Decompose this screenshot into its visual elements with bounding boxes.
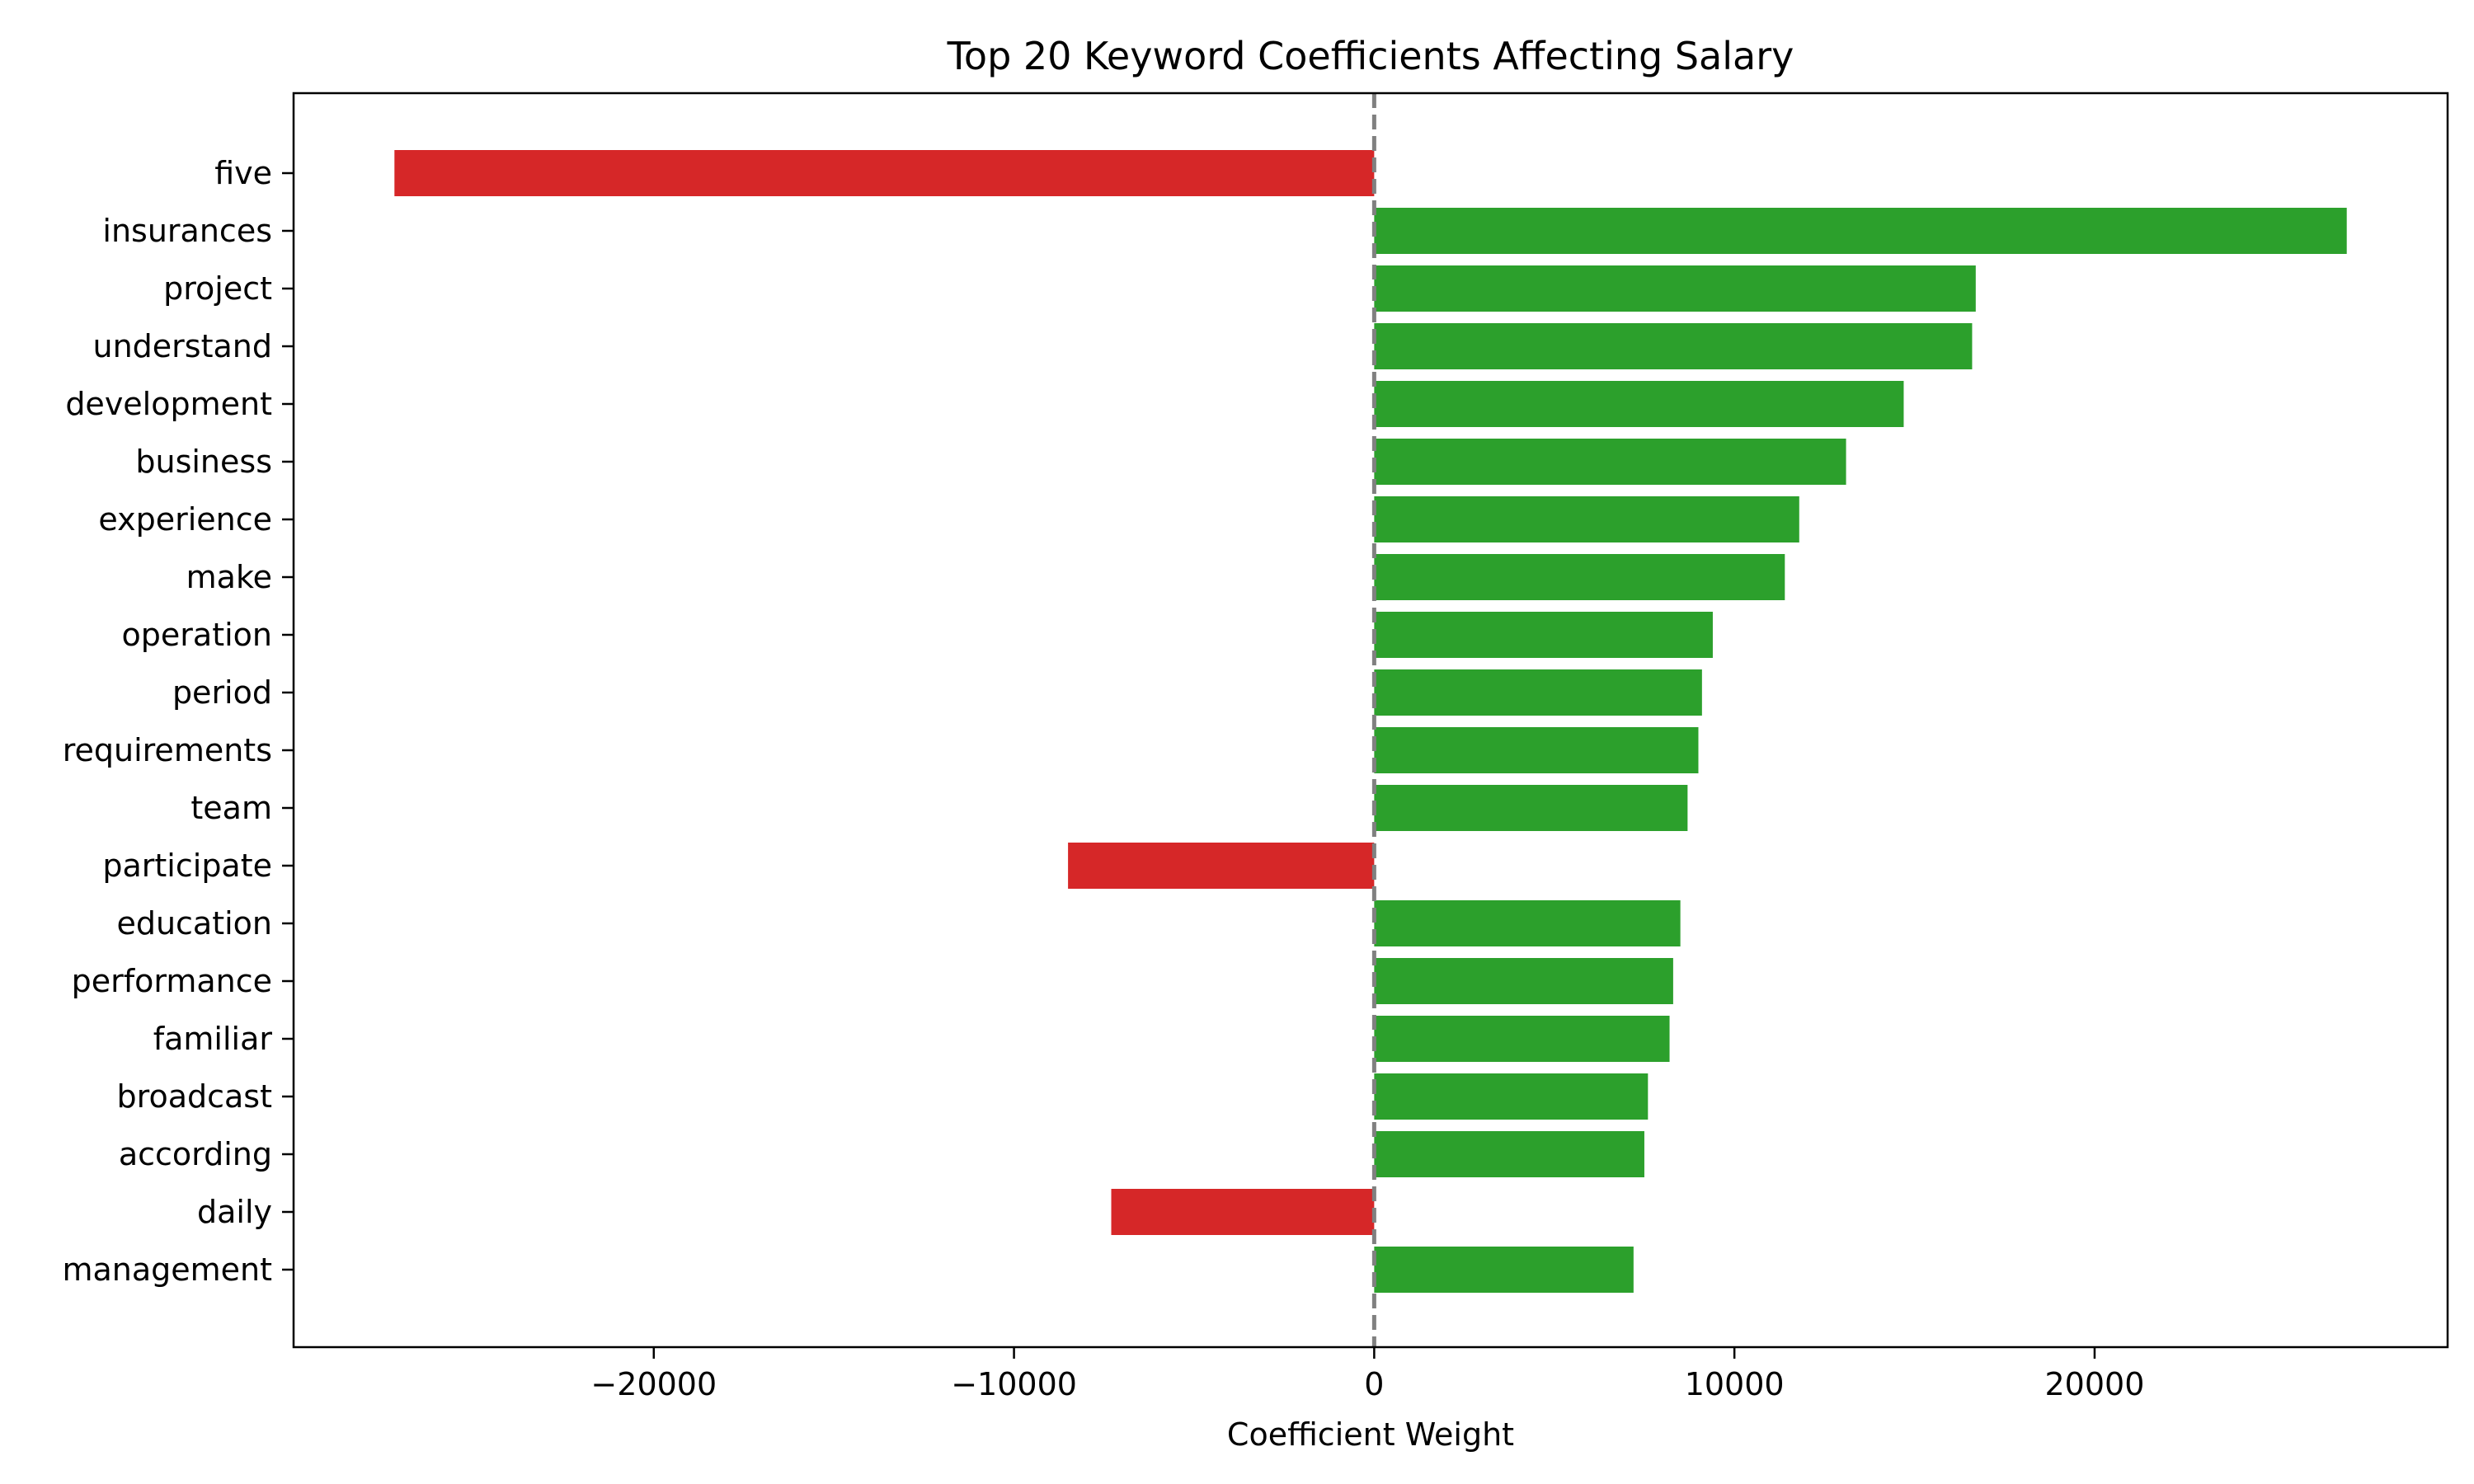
- x-tick-label: 0: [1364, 1366, 1384, 1402]
- y-tick-label: education: [116, 905, 272, 942]
- bar-experience: [1374, 496, 1799, 542]
- bar-insurances: [1374, 208, 2347, 254]
- y-tick-label: operation: [122, 617, 272, 653]
- y-tick-label: development: [65, 386, 272, 422]
- bar-performance: [1374, 958, 1673, 1004]
- bar-project: [1374, 265, 1976, 312]
- y-tick-label: daily: [197, 1194, 272, 1230]
- bar-five: [394, 150, 1375, 196]
- y-tick-label: understand: [93, 328, 272, 364]
- plot-frame: [292, 92, 2449, 1349]
- x-tick-label: 20000: [2045, 1366, 2145, 1402]
- bar-education: [1374, 900, 1681, 946]
- y-axis-ticks: five insurances project understand developme…: [62, 155, 294, 1288]
- bars-group: [394, 150, 2347, 1293]
- y-tick-label: project: [163, 270, 272, 307]
- x-axis-ticks: −20000 −10000 0 10000 20000: [590, 1347, 2144, 1402]
- y-tick-label: management: [62, 1252, 272, 1288]
- bar-requirements: [1374, 727, 1699, 773]
- y-tick-label: five: [214, 155, 272, 191]
- y-tick-label: team: [190, 790, 272, 826]
- bar-understand: [1374, 323, 1973, 369]
- y-tick-label: broadcast: [117, 1078, 272, 1115]
- y-tick-label: familiar: [153, 1021, 273, 1057]
- x-tick-label: −20000: [590, 1366, 717, 1402]
- y-tick-label: experience: [98, 501, 272, 538]
- y-tick-label: according: [119, 1136, 272, 1172]
- x-tick-label: −10000: [951, 1366, 1077, 1402]
- bar-familiar: [1374, 1016, 1670, 1062]
- bar-operation: [1374, 612, 1713, 658]
- x-axis-label: Coefficient Weight: [1227, 1416, 1514, 1453]
- bar-business: [1374, 439, 1846, 485]
- bar-management: [1374, 1247, 1634, 1293]
- bar-broadcast: [1374, 1073, 1649, 1120]
- bar-daily: [1111, 1189, 1375, 1235]
- y-tick-label: make: [186, 559, 272, 595]
- bar-development: [1374, 381, 1904, 427]
- chart-title: Top 20 Keyword Coefficients Affecting Sa…: [947, 34, 1794, 78]
- y-tick-label: business: [135, 444, 272, 480]
- x-tick-label: 10000: [1685, 1366, 1785, 1402]
- bar-make: [1374, 554, 1785, 600]
- bar-team: [1374, 785, 1688, 831]
- bar-according: [1374, 1131, 1644, 1177]
- bar-participate: [1068, 843, 1375, 889]
- y-tick-label: requirements: [63, 732, 272, 768]
- bar-period: [1374, 669, 1702, 716]
- y-tick-label: insurances: [102, 213, 272, 249]
- y-tick-label: period: [172, 674, 272, 711]
- y-tick-label: participate: [102, 848, 272, 884]
- y-tick-label: performance: [72, 963, 272, 999]
